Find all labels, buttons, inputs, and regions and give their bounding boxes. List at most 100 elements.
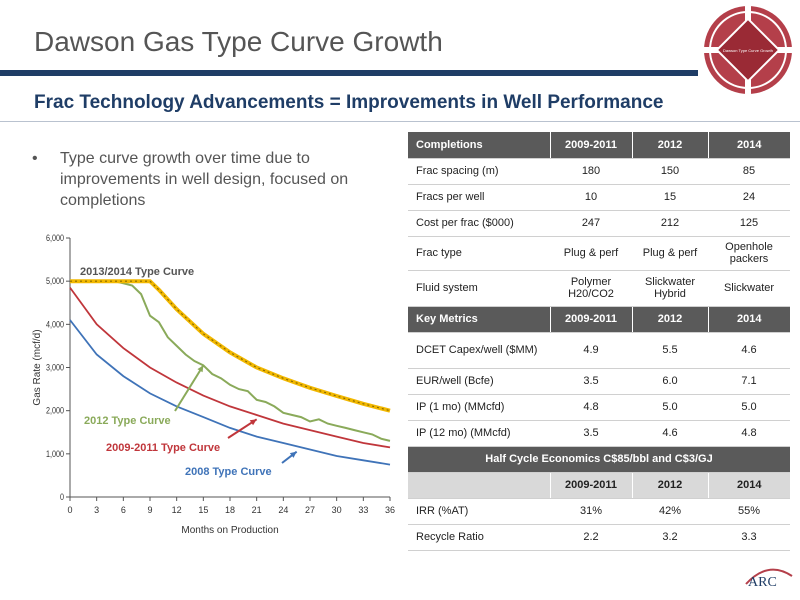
table-cell: Frac spacing (m) xyxy=(408,158,550,185)
table-cell: 4.8 xyxy=(550,394,632,421)
table-header-key-metrics: Key Metrics 2009-2011 2012 2014 xyxy=(408,306,790,333)
table-cell: 125 xyxy=(708,210,790,237)
table-cell: Recycle Ratio xyxy=(408,524,550,551)
page-title: Dawson Gas Type Curve Growth xyxy=(34,26,443,57)
table-cell: 24 xyxy=(708,184,790,211)
table-cell: Slickwater Hybrid xyxy=(632,270,708,307)
series-line-2008-type-curve xyxy=(69,319,391,466)
x-tick-label: 6 xyxy=(121,505,126,515)
table-cell: 4.9 xyxy=(550,332,632,369)
y-tick-label: 1,000 xyxy=(46,449,64,459)
series-line-2013-2014-base xyxy=(70,279,391,413)
table-cell: 42% xyxy=(632,498,708,525)
annotation-label: 2008 Type Curve xyxy=(185,466,272,478)
series-line-2009-2011-type-curve xyxy=(69,287,391,449)
y-tick-label: 6,000 xyxy=(46,233,64,243)
arc-logo-text: ARC xyxy=(748,575,777,590)
table-cell: 212 xyxy=(632,210,708,237)
table-cell: 247 xyxy=(550,210,632,237)
y-axis-label: Gas Rate (mcf/d) xyxy=(32,329,43,405)
annotation-label: 2009-2011 Type Curve xyxy=(106,442,220,454)
table-cell: Openhole packers xyxy=(708,236,790,271)
table-cell: 2012 xyxy=(631,306,708,333)
table-cell: Cost per frac ($000) xyxy=(408,210,550,237)
x-tick-label: 33 xyxy=(358,505,368,515)
x-tick-label: 18 xyxy=(225,505,235,515)
table-cell: 2014 xyxy=(707,306,790,333)
table-cell: IRR (%AT) xyxy=(408,498,550,525)
table-row: Fracs per well 10 15 24 xyxy=(408,184,790,211)
annotation-label: 2013/2014 Type Curve xyxy=(80,266,194,278)
series-line-2013-2014-dash xyxy=(70,280,391,412)
table-row: EUR/well (Bcfe) 3.5 6.0 7.1 xyxy=(408,368,790,395)
x-tick-label: 9 xyxy=(147,505,152,515)
table-cell: Fracs per well xyxy=(408,184,550,211)
table-cell: 2009-2011 xyxy=(549,132,632,159)
table-row: IP (1 mo) (MMcfd) 4.8 5.0 5.0 xyxy=(408,394,790,421)
table-cell: 31% xyxy=(550,498,632,525)
series-line-2012-type-curve xyxy=(70,280,391,442)
table-cell: Plug & perf xyxy=(632,236,708,271)
table-cell: 3.3 xyxy=(708,524,790,551)
table-cell: IP (12 mo) (MMcfd) xyxy=(408,420,550,447)
table-row: Recycle Ratio 2.2 3.2 3.3 xyxy=(408,524,790,551)
table-cell: 2014 xyxy=(707,472,790,499)
table-banner-half-cycle: Half Cycle Economics C$85/bbl and C$3/GJ xyxy=(408,446,790,473)
banner-text: Half Cycle Economics C$85/bbl and C$3/GJ xyxy=(408,446,790,473)
table-row: Frac spacing (m) 180 150 85 xyxy=(408,158,790,185)
table-cell: 7.1 xyxy=(708,368,790,395)
y-tick-label: 5,000 xyxy=(46,276,64,286)
table-cell: 180 xyxy=(550,158,632,185)
x-tick-label: 15 xyxy=(198,505,208,515)
annotation-label: 2012 Type Curve xyxy=(84,415,171,427)
logo-label: Dawson Type Curve Growth xyxy=(723,48,773,53)
table-cell: 5.5 xyxy=(632,332,708,369)
subtitle-rule xyxy=(0,121,800,122)
table-cell: EUR/well (Bcfe) xyxy=(408,368,550,395)
page-subtitle: Frac Technology Advancements = Improveme… xyxy=(34,92,664,113)
table-cell: 2012 xyxy=(631,132,708,159)
table-cell: 2014 xyxy=(707,132,790,159)
table-header-completions: Completions 2009-2011 2012 2014 xyxy=(408,132,790,159)
table-row: Fluid system Polymer H20/CO2 Slickwater Hy… xyxy=(408,270,790,307)
table-cell: 5.0 xyxy=(708,394,790,421)
table-cell: 4.8 xyxy=(708,420,790,447)
table-cell: 2.2 xyxy=(550,524,632,551)
annotation-arrowhead xyxy=(249,419,257,426)
table-cell: Slickwater xyxy=(708,270,790,307)
table-cell: 15 xyxy=(632,184,708,211)
y-tick-label: 0 xyxy=(60,492,64,502)
x-tick-label: 27 xyxy=(305,505,315,515)
table-cell: Plug & perf xyxy=(550,236,632,271)
table-cell: Frac type xyxy=(408,236,550,271)
arc-logo-icon: ARC xyxy=(745,568,793,590)
annotation-arrowhead xyxy=(197,365,204,373)
table-cell: DCET Capex/well ($MM) xyxy=(408,332,550,369)
table-cell: Polymer H20/CO2 xyxy=(550,270,632,307)
table-cell: 55% xyxy=(708,498,790,525)
x-tick-label: 36 xyxy=(385,505,395,515)
bullet-text: Type curve growth over time due to impro… xyxy=(60,150,349,209)
table-cell: 2009-2011 xyxy=(549,472,632,499)
x-tick-label: 0 xyxy=(67,505,72,515)
table-cell: 4.6 xyxy=(632,420,708,447)
table-cell: Key Metrics xyxy=(408,306,550,333)
x-axis-label: Months on Production xyxy=(181,525,278,536)
y-tick-label: 2,000 xyxy=(46,406,64,416)
table-cell: 3.5 xyxy=(550,420,632,447)
table-cell: 3.2 xyxy=(632,524,708,551)
table-row: IP (12 mo) (MMcfd) 3.5 4.6 4.8 xyxy=(408,420,790,447)
x-tick-label: 12 xyxy=(172,505,182,515)
table-row: IRR (%AT) 31% 42% 55% xyxy=(408,498,790,525)
annotation-arrow xyxy=(174,364,205,412)
table-cell: 2012 xyxy=(631,472,708,499)
table-cell: Completions xyxy=(408,132,550,159)
x-tick-label: 24 xyxy=(278,505,288,515)
table-cell: 2009-2011 xyxy=(549,306,632,333)
x-tick-label: 30 xyxy=(332,505,342,515)
y-tick-label: 4,000 xyxy=(46,320,64,330)
x-tick-label: 21 xyxy=(252,505,262,515)
table-row: Cost per frac ($000) 247 212 125 xyxy=(408,210,790,237)
table-cell: 4.6 xyxy=(708,332,790,369)
